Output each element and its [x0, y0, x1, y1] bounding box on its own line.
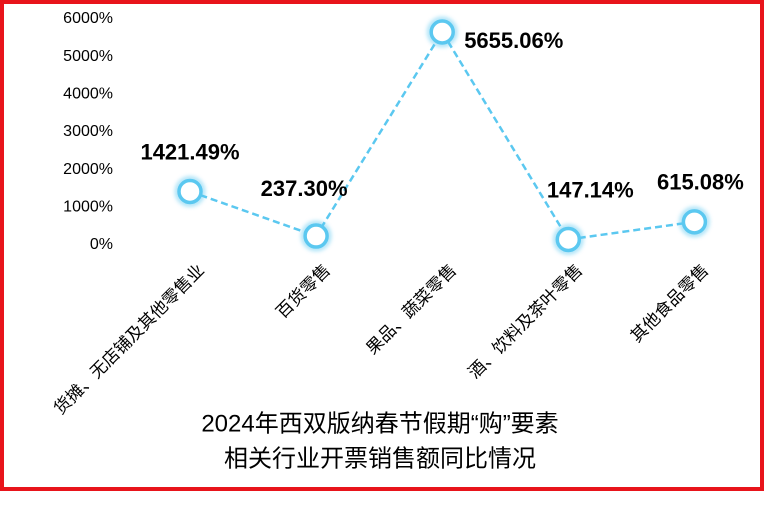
y-tick-label: 6000%: [63, 10, 113, 27]
data-label: 1421.49%: [140, 139, 239, 164]
marker: [429, 19, 455, 45]
marker-glow: [679, 206, 710, 237]
y-tick-label: 0%: [90, 236, 113, 253]
series-line: [189, 29, 695, 241]
data-label: 237.30%: [261, 176, 348, 201]
marker-glow: [427, 16, 458, 47]
y-tick-label: 4000%: [63, 86, 113, 103]
data-label: 615.08%: [657, 170, 744, 195]
marker-glow: [553, 224, 584, 255]
marker: [177, 178, 203, 205]
data-label: 147.14%: [547, 177, 634, 202]
marker-glow: [175, 176, 205, 207]
y-tick-label: 1000%: [63, 199, 113, 216]
marker: [303, 223, 329, 249]
marker: [555, 226, 582, 253]
data-label: 5655.06%: [464, 28, 563, 53]
chart-title: 相关行业开票销售额同比情况: [224, 445, 536, 472]
marker: [681, 209, 708, 235]
frame: [0, 0, 764, 491]
y-tick-label: 3000%: [63, 123, 113, 140]
y-tick-label: 2000%: [63, 161, 113, 178]
y-tick-label: 5000%: [63, 48, 113, 65]
chart-title: 2024年西双版纳春节假期“购”要素: [201, 410, 558, 437]
marker-glow: [301, 221, 332, 252]
